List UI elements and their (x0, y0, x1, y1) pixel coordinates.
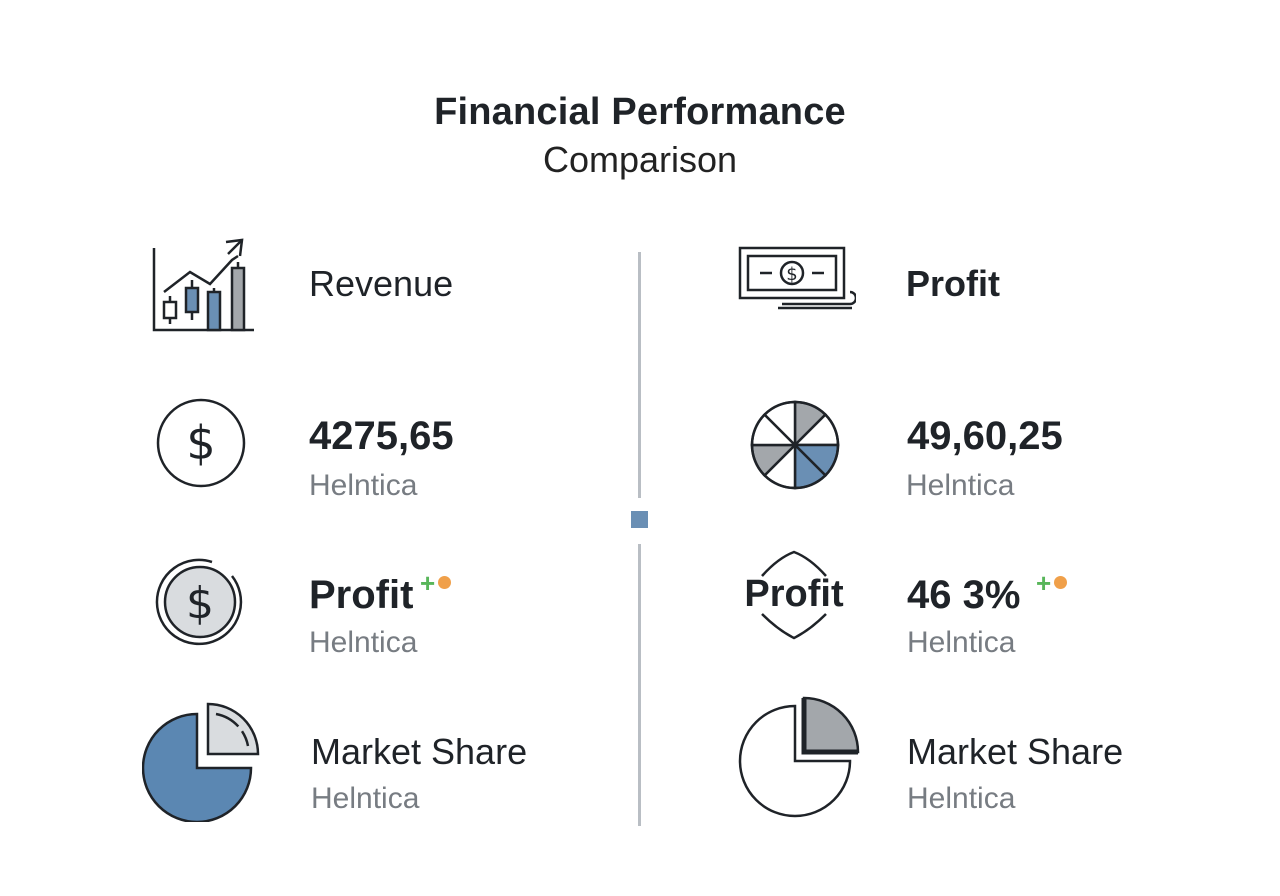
market-share-label: Market Share (311, 731, 528, 772)
profit-value: 49,60,25 (907, 414, 1063, 458)
pie-chart-outline-icon (734, 692, 864, 822)
plus-icon: + (420, 568, 436, 598)
page-subtitle: Comparison (542, 139, 738, 180)
pie-chart-icon (141, 700, 264, 824)
banknote-icon: $ (738, 246, 858, 312)
revenue-label: Revenue (309, 263, 454, 304)
segmented-wheel-icon (748, 398, 842, 492)
svg-text:$: $ (786, 264, 797, 285)
profit-value-sub: Helntica (906, 469, 1015, 502)
profit-percent-value: 46 3% (907, 573, 1021, 617)
profit-sub: Helntica (309, 626, 418, 659)
market-share-sub: Helntica (311, 782, 420, 815)
orange-dot-icon (1054, 576, 1068, 589)
market-share-label-right: Market Share (907, 731, 1124, 772)
profit-title: Profit (906, 263, 1000, 304)
center-marker (631, 511, 648, 528)
bar-chart-trend-icon (148, 234, 258, 334)
center-divider-bottom (638, 544, 641, 826)
profit-percent-sub: Helntica (907, 626, 1016, 659)
dollar-coin-icon: $ (154, 556, 246, 648)
header: Financial Performance Comparison (0, 88, 1280, 184)
change-indicator: + (420, 570, 452, 598)
revenue-sub: Helntica (309, 469, 418, 502)
profit-label: Profit (309, 573, 414, 617)
svg-text:$: $ (186, 578, 214, 629)
market-share-sub-right: Helntica (907, 782, 1016, 815)
change-indicator-right: + (1036, 570, 1068, 598)
center-divider-top (638, 252, 641, 498)
svg-text:$: $ (186, 416, 215, 470)
plus-icon: + (1036, 568, 1052, 598)
page-title: Financial Performance (434, 91, 846, 133)
revenue-value: 4275,65 (309, 414, 454, 458)
orange-dot-icon (438, 576, 452, 589)
profit-shield-text: Profit (744, 573, 844, 615)
dollar-circle-icon: $ (154, 396, 248, 490)
profit-shield-icon: Profit (738, 548, 850, 640)
